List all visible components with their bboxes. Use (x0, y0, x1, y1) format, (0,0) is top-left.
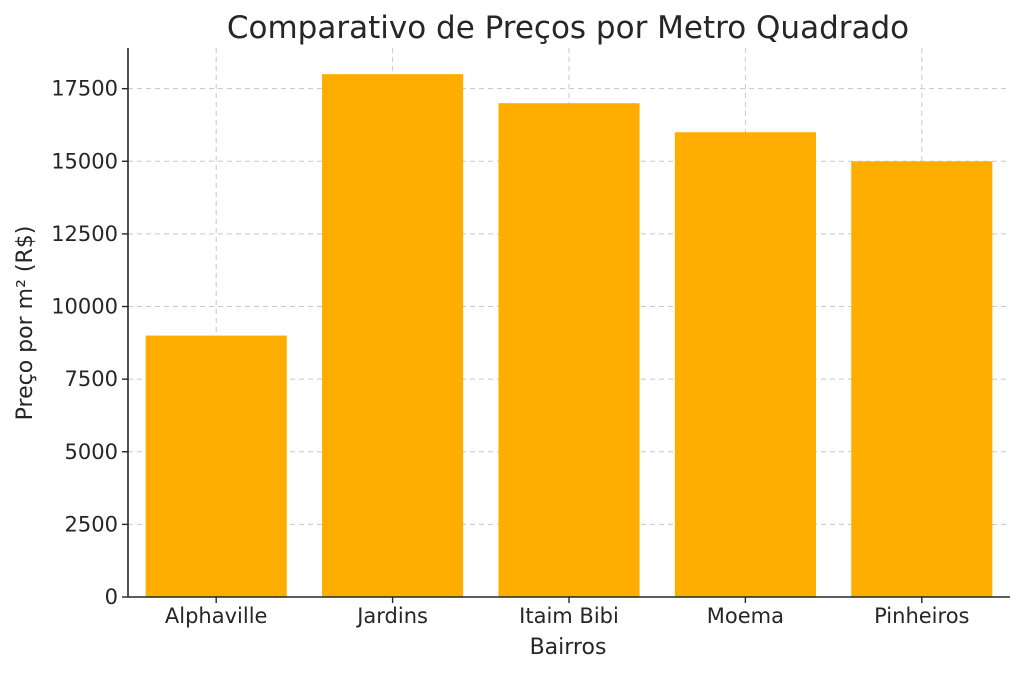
chart-title: Comparativo de Preços por Metro Quadrado (227, 10, 909, 46)
y-tick-label: 12500 (51, 222, 118, 246)
y-tick-label: 15000 (51, 149, 118, 173)
y-tick-label: 0 (105, 585, 118, 609)
bars (145, 74, 993, 598)
y-tick-label: 2500 (65, 512, 118, 536)
x-ticks: Alphaville Jardins Itaim Bibi Moema Pinheiro… (165, 597, 969, 628)
y-tick-label: 5000 (65, 440, 118, 464)
x-tick-label: Jardins (355, 604, 428, 628)
bar-jardins (322, 74, 464, 597)
y-axis-title: Preço por m² (R$) (13, 226, 38, 421)
x-axis-title: Bairros (530, 635, 607, 660)
bar-alphaville (145, 335, 287, 597)
bar-moema (674, 132, 816, 597)
y-tick-label: 7500 (65, 367, 118, 391)
y-tick-label: 17500 (51, 77, 118, 101)
y-ticks: 0 2500 5000 7500 10000 12500 15000 17500 (51, 77, 128, 609)
bar-pinheiros (851, 161, 993, 598)
x-tick-label: Pinheiros (874, 604, 969, 628)
x-tick-label: Moema (707, 604, 784, 628)
y-tick-label: 10000 (51, 295, 118, 319)
x-tick-label: Itaim Bibi (519, 604, 619, 628)
x-tick-label: Alphaville (165, 604, 268, 628)
bar-itaim-bibi (498, 103, 640, 597)
